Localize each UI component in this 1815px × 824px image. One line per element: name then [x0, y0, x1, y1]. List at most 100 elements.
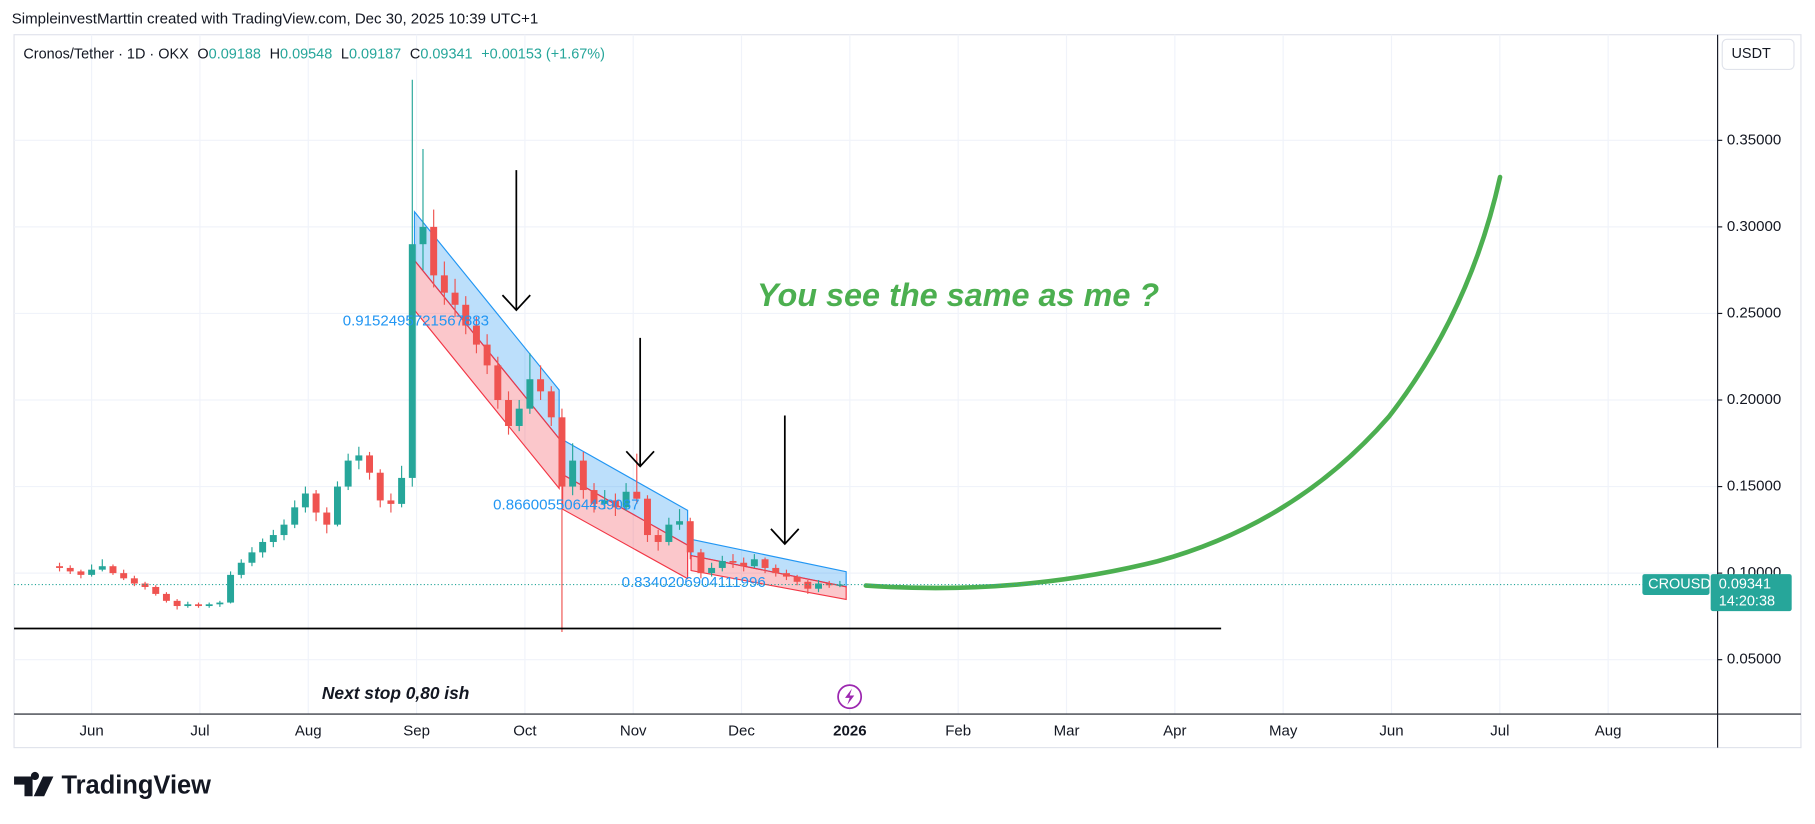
- ticker: CROUSDT: [1648, 576, 1720, 592]
- candle-body: [56, 566, 64, 568]
- x-tick-label: Feb: [945, 722, 971, 739]
- candles: [56, 79, 844, 632]
- ohlc-label: H: [270, 46, 280, 62]
- logo-mark: [14, 771, 54, 797]
- last-price: CROUSDT 0.09341 14:20:38: [14, 574, 1792, 612]
- candle-body: [611, 500, 619, 508]
- candle-body: [355, 455, 363, 461]
- candle-body: [248, 552, 256, 563]
- candle-body: [387, 500, 395, 504]
- candle-body: [505, 400, 512, 426]
- candle-body: [162, 593, 170, 601]
- candle-body: [430, 226, 438, 276]
- candle-body: [77, 571, 85, 575]
- x-tick-label: Jun: [79, 722, 103, 739]
- candle-body: [141, 583, 149, 587]
- ohlc-label: L: [341, 46, 349, 62]
- candle-body: [697, 552, 705, 574]
- x-tick-label: Jun: [1379, 722, 1403, 739]
- candle-body: [750, 559, 758, 567]
- channel-label: 0.9152495721567883: [343, 313, 489, 330]
- candle-body: [173, 600, 181, 607]
- y-tick-label: 0.15000: [1727, 478, 1781, 495]
- grid: [14, 34, 1718, 715]
- arrow: [625, 337, 655, 468]
- candle-body: [836, 584, 844, 586]
- x-tick-label: Aug: [1595, 722, 1622, 739]
- candle-body: [98, 566, 106, 570]
- candle-body: [291, 507, 299, 525]
- candle-body: [729, 561, 737, 563]
- candle-body: [451, 292, 459, 305]
- candle-body: [815, 583, 822, 589]
- x-tick-label: Dec: [728, 722, 755, 739]
- price-box: [1710, 574, 1792, 612]
- candle-body: [676, 521, 684, 525]
- candle-body: [109, 566, 117, 574]
- candle-body: [483, 344, 491, 366]
- channel-label: 0.8660055064439087: [493, 497, 639, 514]
- candle-body: [494, 365, 502, 401]
- chart-frame: [13, 34, 1802, 749]
- candle-body: [472, 325, 480, 345]
- ohlc-label: O: [197, 46, 208, 62]
- candle-body: [376, 472, 384, 501]
- change: +0.00153 (+1.67%): [481, 46, 605, 62]
- candle-body: [301, 493, 309, 508]
- axes: 0.050000.100000.150000.200000.250000.300…: [79, 131, 1781, 739]
- candle-body: [686, 521, 694, 553]
- candle-body: [398, 477, 406, 504]
- candle-body: [740, 562, 748, 567]
- candle-body: [408, 244, 416, 478]
- candle-body: [323, 512, 331, 525]
- x-tick-label: May: [1269, 722, 1298, 739]
- event-bolt[interactable]: [845, 688, 855, 705]
- candle-body: [195, 604, 202, 607]
- candle-body: [718, 561, 726, 568]
- candle-body: [537, 379, 545, 392]
- countdown: 14:20:38: [1719, 594, 1775, 610]
- ohlc-label: C: [410, 46, 420, 62]
- arrows: [501, 170, 800, 546]
- candle-body: [237, 562, 245, 575]
- candle-body: [633, 491, 641, 499]
- currency[interactable]: USDT: [1732, 46, 1772, 62]
- annotation: Next stop 0,80 ish: [322, 683, 469, 703]
- candle-body: [440, 275, 448, 293]
- projection-curve: [863, 174, 1503, 591]
- candle-body: [654, 535, 662, 542]
- candle-body: [120, 573, 128, 579]
- candle-body: [333, 486, 341, 525]
- candle-body: [152, 586, 160, 594]
- arrow: [501, 170, 531, 312]
- currency-box[interactable]: [1721, 38, 1795, 71]
- annotation: You see the same as me ?: [757, 277, 1159, 313]
- candle-body: [462, 304, 470, 326]
- candle-body: [590, 490, 598, 504]
- candle-body: [526, 379, 534, 409]
- symbol: Cronos/Tether · 1D · OKX: [23, 46, 189, 62]
- y-tick-label: 0.25000: [1727, 304, 1781, 321]
- channel-label: 0.8340206904111996: [622, 574, 766, 591]
- event-icon[interactable]: [837, 684, 863, 710]
- candle-body: [312, 493, 320, 513]
- x-tick-label: 2026: [833, 722, 866, 739]
- logo-text: TradingView: [62, 772, 212, 800]
- candle-body: [280, 524, 288, 536]
- currency-button[interactable]: USDT: [1721, 38, 1795, 71]
- y-tick-label: 0.30000: [1727, 218, 1781, 235]
- candle-body: [793, 576, 801, 582]
- candle-body: [569, 460, 577, 487]
- x-tick-label: Oct: [513, 722, 537, 739]
- candle-body: [761, 559, 769, 568]
- x-tick-label: Jul: [1490, 722, 1509, 739]
- ticker-box: [1642, 574, 1710, 595]
- candle-body: [772, 567, 780, 574]
- ohlc-value: 0.09188: [209, 46, 261, 62]
- candle-body: [88, 569, 96, 575]
- arrow: [770, 415, 800, 546]
- candle-body: [665, 524, 673, 542]
